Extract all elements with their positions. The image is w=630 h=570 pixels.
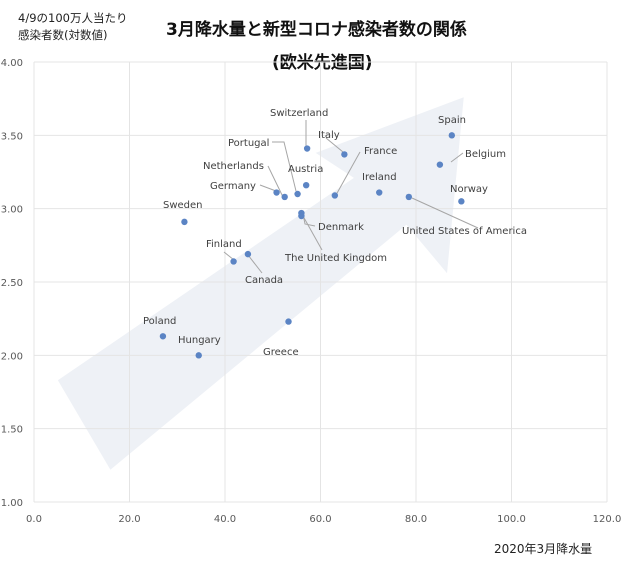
leader-line [411, 197, 479, 229]
y-tick-label: 3.50 [1, 131, 23, 142]
x-tick-label: 40.0 [214, 514, 236, 525]
y-axis-label-line-1: 4/9の100万人当たり [18, 11, 128, 25]
x-tick-label: 80.0 [405, 514, 427, 525]
leader-line [335, 151, 361, 196]
y-tick-label: 1.00 [1, 498, 23, 509]
data-point [303, 145, 311, 152]
leader-line [267, 165, 284, 198]
y-tick-label: 2.00 [1, 351, 23, 362]
point-label: Portugal [228, 138, 269, 149]
leader-line [272, 141, 297, 192]
point-label: Norway [450, 184, 488, 195]
point-label: Greece [263, 347, 299, 358]
data-point [331, 192, 339, 199]
point-label: Ireland [362, 172, 397, 183]
data-point [436, 161, 444, 168]
data-point [341, 151, 348, 158]
y-tick-label: 3.00 [1, 205, 23, 216]
data-point [281, 193, 288, 201]
x-tick-label: 60.0 [309, 514, 331, 525]
y-axis-label-line-2: 感染者数(対数値) [18, 28, 108, 42]
data-point [285, 318, 292, 325]
point-label: The United Kingdom [284, 253, 387, 264]
x-tick-label: 120.0 [593, 514, 622, 525]
point-label: France [364, 146, 397, 157]
point-label: Austria [288, 164, 323, 175]
point-label: Denmark [318, 222, 364, 233]
point-label: Canada [245, 275, 283, 286]
point-label: Hungary [178, 335, 221, 346]
trend-arrow [57, 97, 464, 470]
data-point [195, 352, 202, 359]
data-point [294, 190, 301, 198]
point-label: Finland [206, 239, 242, 250]
x-tick-label: 20.0 [118, 514, 140, 525]
data-point [298, 212, 305, 220]
x-axis-label: 2020年3月降水量 [494, 542, 593, 556]
leader-line [325, 137, 344, 153]
data-point [181, 218, 188, 226]
data-point [458, 198, 465, 205]
point-label: Poland [143, 316, 176, 327]
data-point [159, 333, 167, 340]
x-tick-label: 0.0 [26, 514, 42, 525]
point-label: Italy [318, 130, 340, 141]
data-point [244, 250, 252, 258]
leader-line [259, 184, 277, 192]
point-label: Belgium [465, 149, 506, 160]
leader-line [302, 215, 323, 251]
leader-line [450, 152, 464, 163]
data-point [302, 182, 310, 189]
y-tick-label: 2.50 [1, 278, 23, 289]
leader-line [247, 254, 263, 274]
data-point [376, 189, 383, 196]
chart-subtitle: (欧米先進国) [272, 53, 373, 73]
data-point [230, 258, 237, 265]
y-tick-label: 1.50 [1, 425, 23, 436]
data-point [273, 189, 280, 196]
point-label: Netherlands [203, 161, 264, 172]
x-tick-label: 100.0 [497, 514, 526, 525]
y-tick-label: 4.00 [1, 58, 23, 69]
data-point [405, 193, 413, 201]
point-label: Switzerland [270, 108, 328, 119]
data-point [448, 132, 456, 139]
point-label: Spain [438, 115, 466, 126]
point-label: Sweden [163, 200, 203, 211]
point-label: United States of America [402, 226, 527, 237]
point-label: Germany [210, 181, 256, 192]
chart-title: 3月降水量と新型コロナ感染者数の関係 [166, 20, 467, 40]
